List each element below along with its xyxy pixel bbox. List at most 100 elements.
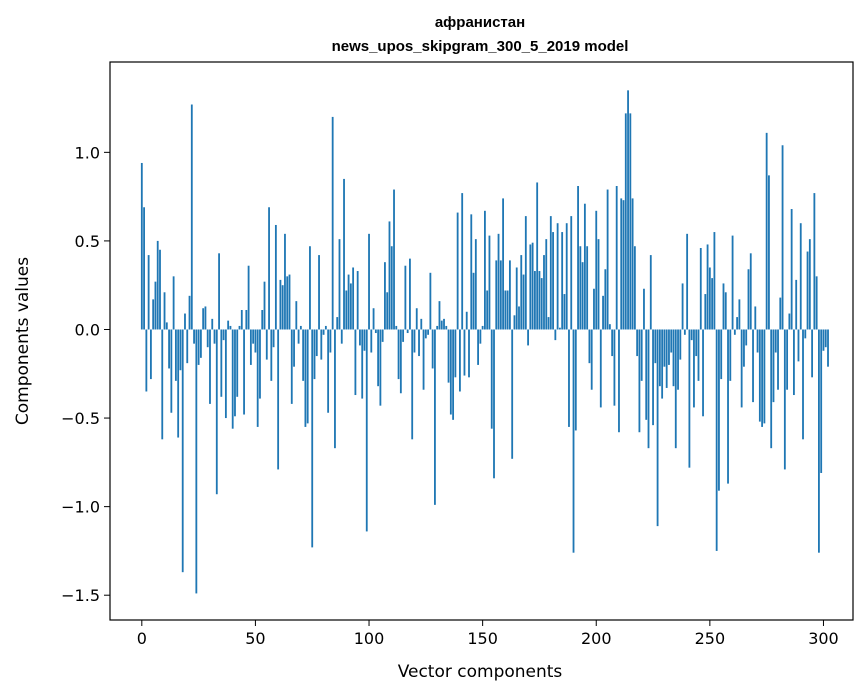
- bar-106: [381, 329, 384, 342]
- bar-35: [220, 329, 223, 397]
- bar-196: [586, 246, 589, 330]
- bar-173: [533, 271, 536, 330]
- bar-2: [145, 329, 148, 392]
- bar-121: [415, 308, 418, 330]
- bar-118: [409, 258, 411, 330]
- bar-95: [356, 271, 359, 330]
- bar-68: [295, 301, 298, 330]
- bar-45: [243, 329, 245, 415]
- bar-82: [327, 329, 330, 413]
- bar-274: [763, 329, 766, 424]
- bar-11: [165, 322, 168, 330]
- bar-182: [554, 329, 557, 341]
- bar-23: [193, 329, 195, 344]
- bar-252: [713, 232, 716, 330]
- bar-279: [774, 329, 777, 353]
- x-axis-ticks: 0 50 100 150 200 250 300: [137, 620, 839, 648]
- bar-54: [263, 281, 266, 330]
- bar-80: [322, 329, 325, 335]
- bar-16: [177, 329, 180, 438]
- bar-1: [143, 207, 145, 330]
- bar-270: [754, 306, 757, 330]
- bar-202: [599, 329, 602, 408]
- bar-40: [231, 329, 234, 429]
- bar-70: [299, 325, 302, 330]
- bar-176: [540, 278, 543, 330]
- bar-101: [370, 329, 373, 353]
- bar-257: [724, 292, 727, 330]
- bar-240: [686, 233, 689, 330]
- x-tick-label: 250: [695, 629, 726, 648]
- bar-39: [229, 325, 232, 330]
- bar-32: [213, 329, 216, 344]
- bar-248: [704, 294, 707, 330]
- bar-146: [472, 272, 475, 330]
- bar-206: [608, 324, 611, 330]
- bar-185: [561, 232, 564, 330]
- bar-78: [318, 255, 320, 330]
- bar-296: [813, 193, 816, 330]
- bar-33: [215, 329, 218, 495]
- bar-158: [499, 260, 502, 330]
- bar-177: [543, 255, 545, 330]
- bar-298: [818, 329, 820, 553]
- bar-65: [288, 274, 291, 330]
- bar-143: [465, 311, 468, 330]
- bar-53: [261, 310, 264, 330]
- bar-208: [613, 329, 616, 406]
- bar-88: [340, 329, 343, 344]
- bar-128: [431, 329, 434, 369]
- bar-50: [254, 329, 257, 353]
- bar-260: [731, 235, 734, 330]
- bar-134: [445, 325, 448, 330]
- bar-17: [179, 329, 182, 371]
- bar-184: [558, 327, 561, 330]
- bar-114: [399, 329, 402, 394]
- bar-115: [402, 329, 405, 342]
- bar-217: [633, 246, 636, 330]
- bar-233: [670, 329, 673, 353]
- x-tick-label: 100: [354, 629, 385, 648]
- bar-198: [590, 329, 593, 390]
- bar-38: [227, 320, 230, 330]
- bar-135: [447, 329, 450, 383]
- bar-19: [184, 313, 186, 330]
- bar-294: [808, 239, 811, 330]
- bar-287: [793, 329, 795, 396]
- bar-216: [631, 198, 634, 330]
- bar-47: [247, 265, 250, 330]
- bar-210: [618, 329, 620, 433]
- bar-275: [765, 132, 768, 330]
- plot-frame: [109, 61, 854, 621]
- bar-211: [620, 198, 623, 330]
- bar-273: [761, 329, 764, 427]
- bar-234: [672, 329, 675, 387]
- bar-190: [572, 329, 575, 553]
- bar-174: [536, 182, 539, 330]
- bar-281: [779, 297, 782, 330]
- bar-10: [163, 292, 166, 330]
- bar-27: [202, 308, 205, 330]
- bar-209: [615, 186, 618, 330]
- y-axis-label: Components values: [13, 257, 33, 425]
- bar-116: [404, 265, 407, 330]
- bar-165: [515, 267, 518, 330]
- bar-21: [188, 295, 191, 330]
- bar-49: [252, 329, 255, 344]
- bar-193: [579, 246, 582, 330]
- bar-151: [484, 210, 486, 330]
- bar-187: [565, 223, 568, 330]
- bar-292: [804, 329, 807, 339]
- bar-55: [265, 329, 268, 360]
- bar-132: [440, 320, 443, 330]
- bar-31: [211, 318, 214, 330]
- bar-170: [527, 329, 529, 346]
- bar-69: [297, 329, 300, 344]
- bar-84: [331, 116, 334, 330]
- bar-280: [777, 329, 779, 390]
- bar-56: [268, 207, 270, 330]
- bar-179: [547, 317, 550, 330]
- bar-220: [640, 329, 643, 381]
- bar-161: [506, 290, 509, 330]
- bar-37: [224, 329, 227, 419]
